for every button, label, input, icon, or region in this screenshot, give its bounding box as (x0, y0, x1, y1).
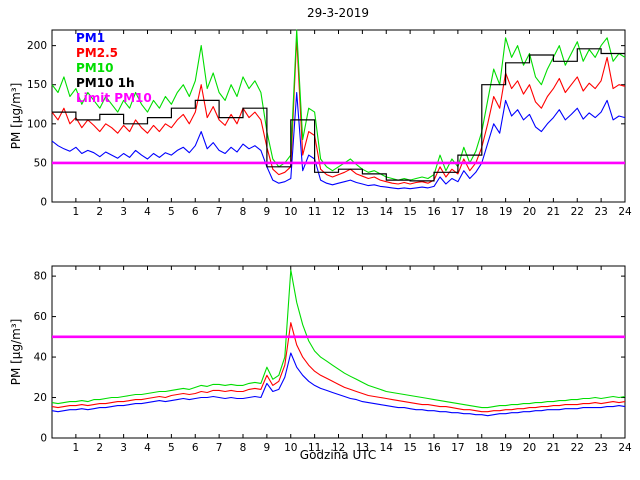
x-tick-label: 23 (594, 206, 607, 218)
x-tick-label: 22 (571, 206, 584, 218)
bottom-y-axis-label: PM [μg/m³] (9, 318, 23, 386)
legend-entry-pm10: PM10 (76, 61, 114, 75)
y-tick-label: 20 (34, 392, 47, 404)
x-tick-label: 18 (475, 442, 488, 454)
series-pm1 (51, 352, 626, 417)
legend-entry-limit-pm10: Limit PM10 (76, 91, 152, 105)
series-pm2-5 (51, 322, 626, 413)
y-tick-label: 40 (34, 352, 47, 364)
series-pm10 (51, 269, 626, 409)
axes-box (51, 265, 626, 439)
x-tick-label: 21 (547, 442, 560, 454)
x-tick-label: 17 (451, 206, 464, 218)
x-tick-label: 7 (216, 442, 223, 454)
x-tick-label: 9 (264, 442, 271, 454)
x-tick-label: 2 (96, 442, 103, 454)
x-tick-label: 6 (192, 442, 199, 454)
y-tick-label: 80 (34, 271, 47, 283)
series-pm10 (51, 29, 626, 181)
x-tick-label: 22 (571, 442, 584, 454)
x-tick-label: 24 (618, 206, 632, 218)
x-tick-label: 12 (332, 442, 345, 454)
series-pm1 (51, 91, 626, 190)
x-tick-label: 6 (192, 206, 199, 218)
x-tick-label: 9 (264, 206, 271, 218)
y-tick-label: 50 (34, 157, 47, 169)
x-tick-label: 24 (618, 442, 632, 454)
x-tick-label: 10 (284, 442, 297, 454)
x-tick-label: 10 (284, 206, 297, 218)
x-tick-label: 16 (427, 442, 441, 454)
x-tick-label: 14 (380, 442, 394, 454)
y-tick-label: 0 (40, 433, 47, 445)
x-tick-label: 14 (380, 206, 394, 218)
x-tick-label: 16 (427, 206, 441, 218)
x-tick-label: 17 (451, 442, 464, 454)
series-pm2-5 (51, 37, 626, 185)
x-tick-label: 3 (120, 442, 127, 454)
legend-entry-pm25: PM2.5 (76, 46, 118, 60)
x-tick-label: 15 (403, 206, 416, 218)
legend-entry-pm10-1h: PM10 1h (76, 76, 135, 90)
x-tick-label: 15 (403, 442, 416, 454)
x-tick-label: 4 (144, 206, 151, 218)
x-tick-label: 12 (332, 206, 345, 218)
x-tick-label: 19 (499, 442, 512, 454)
x-tick-label: 20 (523, 442, 536, 454)
x-tick-label: 20 (523, 206, 536, 218)
y-tick-label: 100 (27, 118, 47, 130)
y-tick-label: 60 (34, 311, 47, 323)
x-tick-label: 5 (168, 442, 175, 454)
series-pm10-1h (52, 48, 625, 182)
y-tick-label: 150 (27, 79, 47, 91)
x-tick-label: 3 (120, 206, 127, 218)
legend-entry-pm1: PM1 (76, 31, 106, 45)
x-tick-label: 13 (356, 442, 369, 454)
x-tick-label: 8 (240, 206, 247, 218)
y-tick-label: 0 (40, 197, 47, 209)
x-tick-label: 11 (308, 442, 321, 454)
x-tick-label: 7 (216, 206, 223, 218)
x-tick-label: 1 (73, 442, 80, 454)
x-tick-label: 8 (240, 442, 247, 454)
chart-title: 29-3-2019 (306, 6, 370, 20)
top-panel: 1 2 3 4 5 6 7 8 9 10 11 12 13 14 15 16 17 18 19 20 21 22 23 240… (27, 29, 632, 218)
bottom-panel: 1 2 3 4 5 6 7 8 9 10 11 12 13 14 15 16 17 18 19 20 21 22 23 240… (34, 265, 632, 454)
x-tick-label: 23 (594, 442, 607, 454)
y-tick-label: 200 (27, 40, 47, 52)
x-tick-label: 18 (475, 206, 488, 218)
x-tick-label: 5 (168, 206, 175, 218)
top-y-axis-label: PM [μg/m³] (9, 82, 23, 150)
x-tick-label: 2 (96, 206, 103, 218)
x-tick-label: 4 (144, 442, 151, 454)
x-tick-label: 1 (73, 206, 80, 218)
x-tick-label: 11 (308, 206, 321, 218)
legend: PM1 PM2.5 PM10 PM10 1h Limit PM10 (76, 31, 152, 106)
x-axis-label: Godzina UTC (299, 448, 377, 462)
x-tick-label: 19 (499, 206, 512, 218)
x-tick-label: 13 (356, 206, 369, 218)
x-tick-label: 21 (547, 206, 560, 218)
